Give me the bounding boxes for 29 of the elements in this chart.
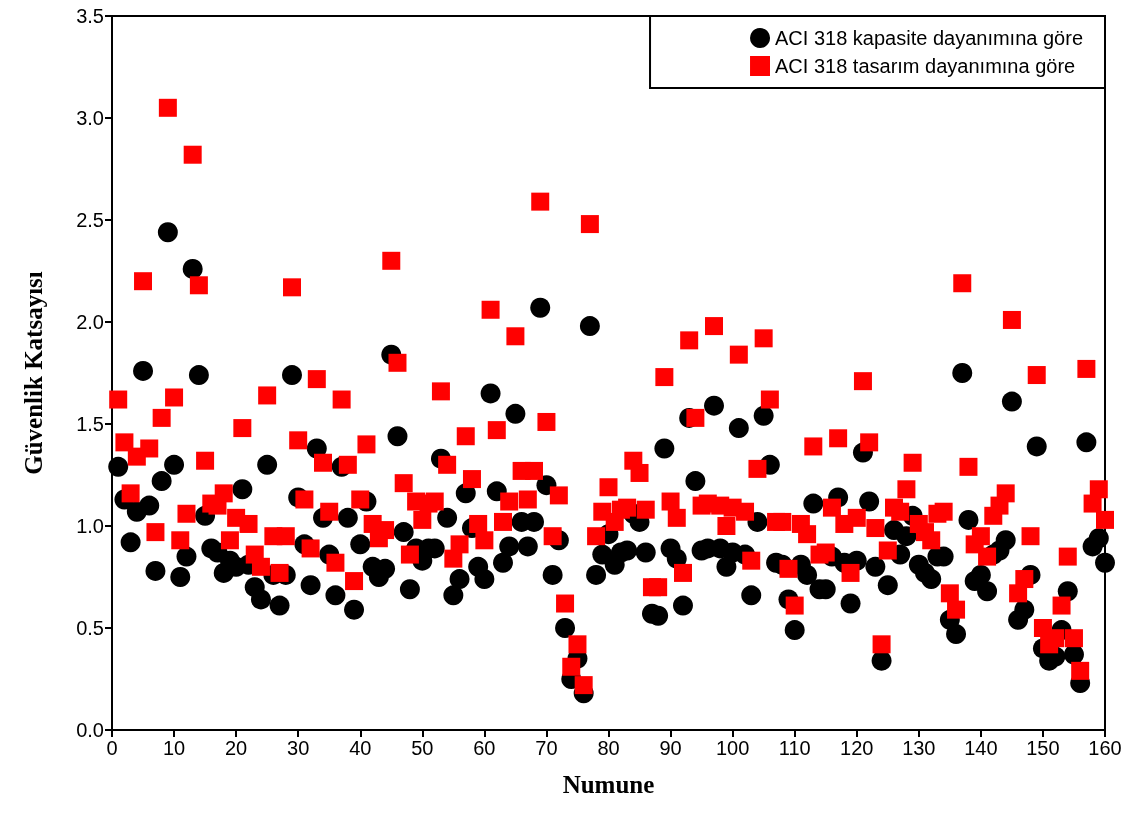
- x-tick-label: 130: [902, 737, 936, 759]
- x-tick-label: 140: [964, 737, 998, 759]
- y-tick-label: 0.0: [76, 719, 104, 741]
- x-tick-label: 80: [597, 737, 620, 759]
- x-tick-label: 120: [840, 737, 874, 759]
- y-tick-label: 0.5: [76, 617, 104, 639]
- y-axis-title: Güvenlik Katsayısı: [20, 271, 47, 475]
- x-tick-label: 150: [1026, 737, 1060, 759]
- x-tick-label: 30: [287, 737, 310, 759]
- x-tick-label: 20: [225, 737, 248, 759]
- y-tick-label: 1.0: [76, 515, 104, 537]
- x-tick-label: 10: [162, 737, 186, 759]
- x-tick-label: 40: [349, 737, 372, 759]
- legend-label: ACI 318 kapasite dayanımına göre: [775, 27, 1083, 49]
- y-tick-label: 1.5: [76, 413, 104, 435]
- x-tick-label: 90: [659, 737, 682, 759]
- y-tick-label: 2.5: [76, 209, 104, 231]
- x-axis-title: Numune: [562, 771, 655, 798]
- x-tick-label: 100: [715, 737, 750, 759]
- y-tick-label: 2.0: [76, 311, 104, 333]
- x-tick-label: 110: [778, 737, 811, 759]
- x-tick-label: 50: [411, 737, 434, 759]
- x-tick-label: 0: [106, 737, 118, 759]
- x-tick-label: 160: [1088, 737, 1122, 759]
- y-tick-label: 3.0: [76, 107, 104, 129]
- y-tick-label: 3.5: [76, 5, 104, 27]
- x-tick-label: 60: [473, 737, 496, 759]
- legend-label: ACI 318 tasarım dayanımına göre: [775, 55, 1076, 77]
- x-tick-label: 70: [535, 737, 558, 759]
